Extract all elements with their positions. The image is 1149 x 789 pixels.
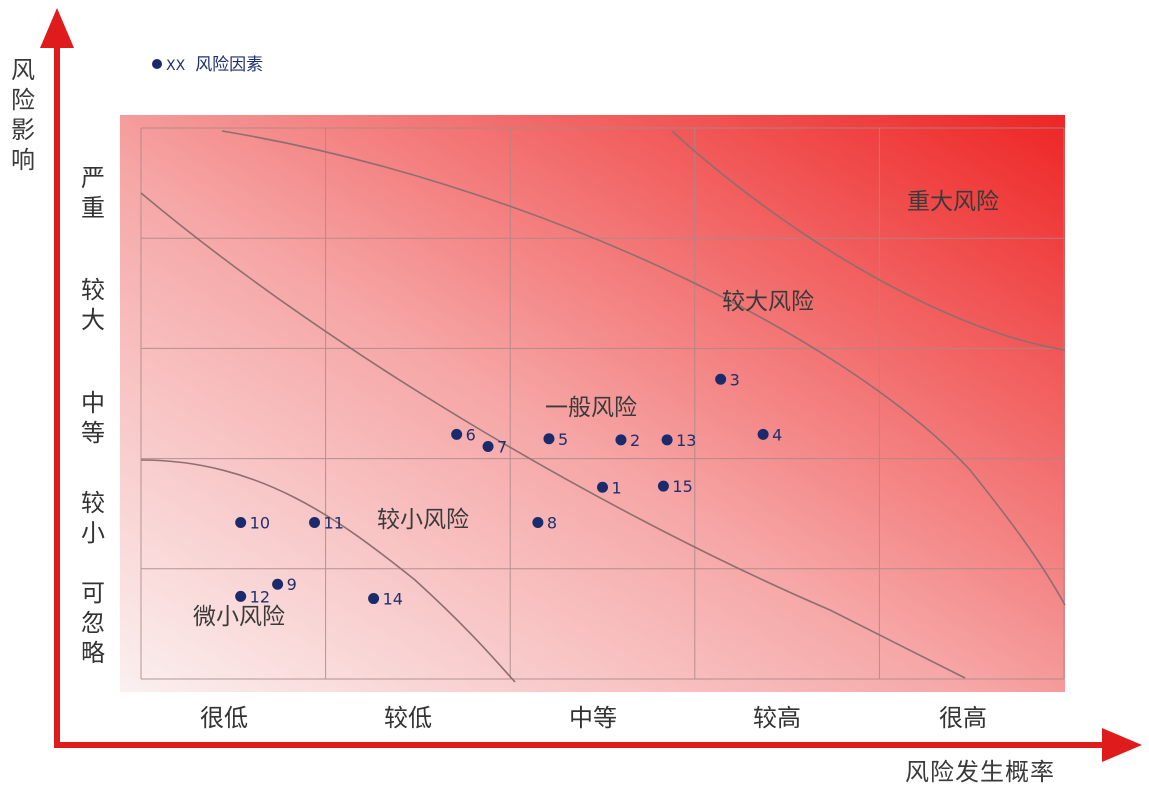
point-label: 15 bbox=[672, 477, 692, 496]
point-marker bbox=[272, 578, 284, 590]
data-point: 4 bbox=[757, 425, 782, 444]
data-point: 12 bbox=[235, 587, 270, 606]
x-tick-label: 中等 bbox=[569, 704, 617, 732]
point-marker bbox=[451, 428, 463, 440]
point-label: 4 bbox=[772, 425, 782, 444]
data-point: 2 bbox=[615, 431, 640, 450]
data-point: 15 bbox=[657, 477, 693, 496]
point-marker bbox=[309, 517, 321, 529]
data-point: 10 bbox=[235, 514, 270, 533]
point-label: 11 bbox=[324, 514, 344, 533]
point-label: 10 bbox=[250, 514, 270, 533]
y-tick-label: 可忽略 bbox=[81, 579, 105, 667]
point-marker bbox=[615, 434, 627, 446]
point-marker bbox=[482, 440, 494, 452]
grid-lines bbox=[140, 127, 1065, 680]
zone-label: 微小风险 bbox=[193, 604, 285, 630]
point-marker bbox=[657, 480, 669, 492]
x-axis-arrow-icon bbox=[1102, 728, 1142, 762]
data-point: 14 bbox=[368, 590, 403, 609]
x-tick-label: 较高 bbox=[753, 704, 801, 732]
y-axis-arrow-icon bbox=[40, 8, 74, 48]
point-marker bbox=[235, 517, 247, 529]
point-label: 6 bbox=[466, 425, 476, 444]
data-point: 11 bbox=[309, 514, 344, 533]
point-label: 13 bbox=[676, 431, 696, 450]
legend-marker-icon bbox=[152, 59, 162, 69]
legend-marker-text: XX bbox=[166, 58, 186, 74]
data-point: 7 bbox=[482, 437, 507, 456]
zone-boundary-curve bbox=[671, 130, 1066, 351]
y-tick-label: 较小 bbox=[81, 489, 105, 547]
x-axis-title: 风险发生概率 bbox=[905, 758, 1055, 786]
point-label: 9 bbox=[287, 575, 297, 594]
data-point: 13 bbox=[661, 431, 696, 450]
data-point: 9 bbox=[272, 575, 297, 594]
data-point: 5 bbox=[543, 430, 568, 449]
zone-boundary-curve bbox=[221, 130, 1066, 606]
y-tick-label: 较大 bbox=[81, 276, 105, 334]
point-marker bbox=[235, 590, 247, 602]
point-marker bbox=[543, 433, 555, 445]
point-label: 1 bbox=[612, 478, 622, 497]
zone-label: 较大风险 bbox=[722, 289, 814, 315]
point-marker bbox=[368, 593, 380, 605]
point-label: 3 bbox=[730, 370, 740, 389]
zone-label: 重大风险 bbox=[907, 189, 999, 215]
data-point: 3 bbox=[715, 370, 740, 389]
point-label: 7 bbox=[497, 437, 507, 456]
data-point: 1 bbox=[597, 478, 622, 497]
point-marker bbox=[715, 373, 727, 385]
x-tick-label: 很低 bbox=[200, 704, 248, 732]
point-label: 12 bbox=[250, 587, 270, 606]
point-marker bbox=[597, 481, 608, 493]
data-point: 8 bbox=[532, 514, 557, 533]
axes bbox=[40, 8, 1142, 762]
zone-boundaries bbox=[140, 130, 1066, 683]
plot-background bbox=[120, 115, 1065, 692]
zone-label: 一般风险 bbox=[545, 395, 637, 421]
zone-boundary-curve bbox=[140, 459, 516, 683]
x-tick-label: 很高 bbox=[939, 704, 987, 732]
point-label: 14 bbox=[383, 590, 403, 609]
y-tick-label: 中等 bbox=[81, 389, 105, 447]
data-point: 6 bbox=[451, 425, 476, 444]
x-tick-label: 较低 bbox=[384, 704, 432, 732]
point-label: 8 bbox=[547, 514, 557, 533]
point-label: 5 bbox=[558, 430, 568, 449]
point-marker bbox=[661, 434, 673, 446]
point-label: 2 bbox=[630, 431, 640, 450]
y-tick-label: 严重 bbox=[81, 164, 105, 222]
zone-boundary-curve bbox=[140, 192, 966, 679]
y-axis-title: 风险影响 bbox=[11, 56, 35, 174]
zone-label: 较小风险 bbox=[377, 507, 469, 533]
point-marker bbox=[532, 517, 544, 529]
legend: XX 风险因素 bbox=[152, 50, 263, 75]
legend-label: 风险因素 bbox=[195, 55, 264, 75]
point-marker bbox=[757, 428, 769, 440]
